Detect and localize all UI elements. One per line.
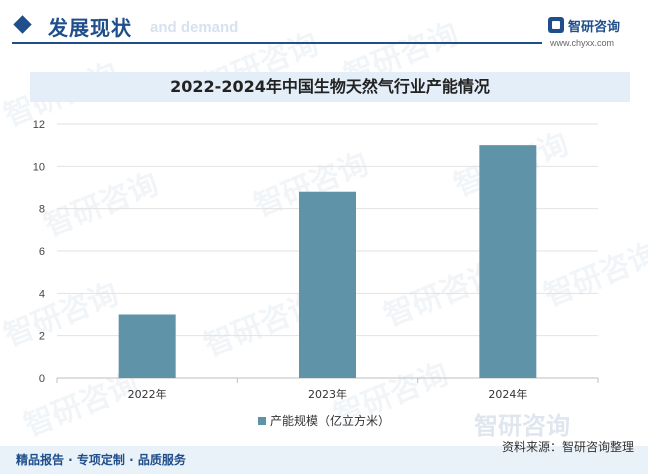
y-tick-label: 12 (33, 119, 45, 131)
y-tick-label: 8 (39, 204, 45, 216)
legend-swatch (257, 416, 266, 425)
y-tick-label: 6 (39, 246, 45, 258)
logo-mark-icon (548, 17, 564, 33)
x-tick-label: 2024年 (488, 387, 527, 401)
footer-watermark-logo: 智研咨询 (474, 412, 570, 440)
x-tick-label: 2022年 (128, 387, 167, 401)
data-source: 资料来源：智研咨询整理 (501, 440, 634, 454)
y-tick-label: 4 (39, 288, 45, 300)
chart-legend: 产能规模（亿立方米） (0, 412, 648, 429)
bar (479, 145, 537, 378)
chart-title-banner: 2022-2024年中国生物天然气行业产能情况 (30, 72, 630, 102)
header-rule (12, 42, 542, 44)
section-subtitle-ghost: and demand (150, 19, 239, 36)
bar (299, 191, 356, 378)
y-tick-label: 2 (39, 331, 45, 343)
brand-url: www.chyxx.com (550, 38, 615, 48)
x-tick-label: 2023年 (308, 387, 347, 401)
chart-title: 2022-2024年中国生物天然气行业产能情况 (170, 77, 490, 96)
brand-name: 智研咨询 (568, 20, 621, 35)
section-title: 发展现状 (48, 16, 132, 40)
section-header: 发展现状 and demand (0, 0, 648, 50)
legend-label: 产能规模（亿立方米） (269, 414, 390, 428)
y-tick-label: 10 (33, 161, 45, 173)
footer-bar (0, 446, 648, 474)
footer-slogan: 精品报告 · 专项定制 · 品质服务 (16, 453, 186, 467)
bar (118, 314, 176, 378)
y-tick-label: 0 (39, 373, 45, 385)
